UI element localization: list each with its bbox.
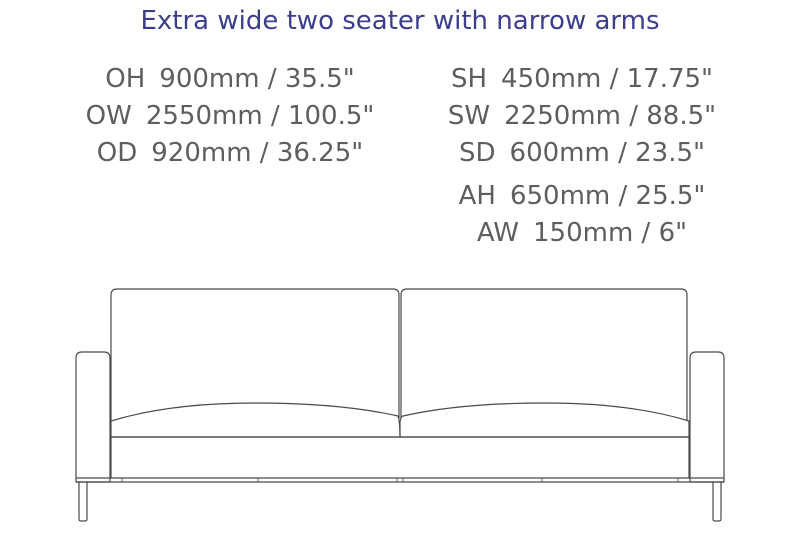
left-seat-cushion: [110, 402, 401, 438]
dimension-code: SH: [450, 64, 488, 94]
dimension-row-od: OD 920mm / 36.25": [50, 135, 410, 172]
dimension-row-sw: SW 2250mm / 88.5": [392, 98, 772, 135]
left-arm: [75, 351, 111, 483]
dimension-value: 2550mm / 100.5": [145, 101, 375, 131]
dimension-row-aw: AW 150mm / 6": [392, 215, 772, 252]
right-leg: [712, 481, 722, 522]
dimension-code: OD: [96, 138, 138, 168]
right-seat-cushion: [399, 402, 690, 438]
right-back-cushion: [400, 288, 688, 421]
dimension-code: SD: [459, 138, 496, 168]
left-back-cushion: [110, 288, 400, 421]
dimension-value: 2250mm / 88.5": [504, 101, 717, 131]
dimensions-arm-group: AH 650mm / 25.5" AW 150mm / 6": [392, 178, 772, 252]
dimension-value: 920mm / 36.25": [151, 138, 364, 168]
dimension-value: 450mm / 17.75": [501, 64, 714, 94]
dimension-code: OH: [105, 64, 146, 94]
dimensions-left-group: OH 900mm / 35.5" OW 2550mm / 100.5" OD 920m…: [50, 61, 410, 172]
dimension-row-ah: AH 650mm / 25.5": [392, 178, 772, 215]
dimension-row-oh: OH 900mm / 35.5": [50, 61, 410, 98]
dimension-row-sd: SD 600mm / 23.5": [392, 135, 772, 172]
dimension-value: 600mm / 23.5": [509, 138, 705, 168]
dimension-value: 150mm / 6": [533, 218, 688, 248]
dimension-row-ow: OW 2550mm / 100.5": [50, 98, 410, 135]
dimension-value: 900mm / 35.5": [159, 64, 355, 94]
dimension-code: AW: [476, 218, 519, 248]
page-title: Extra wide two seater with narrow arms: [140, 6, 660, 36]
left-leg: [78, 481, 88, 522]
dimension-code: AH: [458, 181, 496, 211]
right-arm: [689, 351, 725, 483]
dimension-code: SW: [447, 101, 491, 131]
dimensions-right-group: SH 450mm / 17.75" SW 2250mm / 88.5" SD 600m…: [392, 61, 772, 172]
dimension-value: 650mm / 25.5": [509, 181, 706, 211]
dimension-row-sh: SH 450mm / 17.75": [392, 61, 772, 98]
dimension-code: OW: [85, 101, 132, 131]
